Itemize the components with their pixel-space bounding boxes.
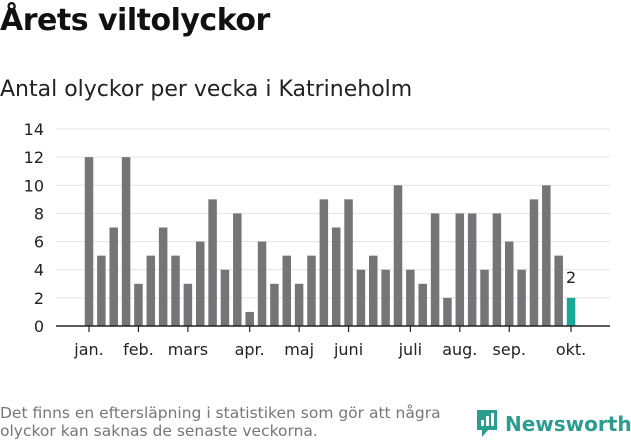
bar xyxy=(393,185,403,326)
bar xyxy=(344,199,353,326)
x-tick-label: juli xyxy=(398,340,422,359)
bar xyxy=(529,199,539,326)
bar xyxy=(356,269,366,326)
bar xyxy=(220,269,230,326)
bar xyxy=(270,283,279,326)
bar xyxy=(492,213,502,326)
bar xyxy=(84,157,94,326)
bar xyxy=(467,213,477,326)
bar xyxy=(307,255,316,326)
footnote: Det finns en eftersläpning i statistiken… xyxy=(0,404,441,440)
bar xyxy=(294,283,304,326)
bar xyxy=(134,283,143,326)
brand-name: Newsworthy xyxy=(505,412,631,436)
bars: 2 xyxy=(84,157,576,326)
bar xyxy=(455,213,465,326)
y-tick-label: 10 xyxy=(24,176,44,195)
bar xyxy=(109,227,118,326)
page-title: Årets viltolyckor xyxy=(0,3,270,38)
bar xyxy=(233,213,242,326)
bar xyxy=(554,255,563,326)
bar xyxy=(406,269,415,326)
bar xyxy=(319,199,329,326)
bar xyxy=(443,297,452,326)
y-tick-label: 2 xyxy=(34,289,44,308)
bar xyxy=(245,311,254,326)
bar-highlight xyxy=(566,297,576,326)
y-tick-label: 12 xyxy=(24,148,44,167)
x-tick-label: aug. xyxy=(442,340,477,359)
y-tick-label: 0 xyxy=(34,317,44,336)
bar xyxy=(282,255,292,326)
bar xyxy=(430,213,440,326)
bar xyxy=(369,255,378,326)
y-tick-label: 14 xyxy=(24,120,44,139)
bar xyxy=(418,283,427,326)
x-tick-label: feb. xyxy=(123,340,154,359)
x-tick-label: maj xyxy=(284,340,314,359)
bar xyxy=(542,185,551,326)
bar xyxy=(517,269,526,326)
bar xyxy=(208,199,217,326)
x-axis-ticks: jan. feb. mars apr. maj juni juli aug. sep. okt. xyxy=(73,326,586,359)
bar xyxy=(121,157,131,326)
x-tick-label: jan. xyxy=(73,340,103,359)
bar xyxy=(504,241,514,326)
bar xyxy=(480,269,489,326)
bar xyxy=(146,255,156,326)
y-axis-ticks: 0 2 4 6 8 10 12 14 xyxy=(24,120,44,336)
y-tick-label: 4 xyxy=(34,261,44,280)
x-tick-label: juni xyxy=(333,340,363,359)
x-tick-label: sep. xyxy=(493,340,526,359)
bar xyxy=(257,241,267,326)
bar-value-label: 2 xyxy=(566,268,576,287)
bar xyxy=(158,227,168,326)
bar xyxy=(381,269,390,326)
bar xyxy=(195,241,205,326)
bar xyxy=(183,283,193,326)
y-tick-label: 6 xyxy=(34,233,44,252)
chart-subtitle: Antal olyckor per vecka i Katrineholm xyxy=(0,77,413,102)
newsworthy-icon xyxy=(477,410,497,437)
y-tick-label: 8 xyxy=(34,204,44,223)
x-tick-label: okt. xyxy=(556,340,586,359)
bar-chart: 0 2 4 6 8 10 12 14 2 jan. feb. mars apr. maj juni jul… xyxy=(24,120,610,359)
x-tick-label: apr. xyxy=(235,340,265,359)
bar xyxy=(171,255,180,326)
bar xyxy=(97,255,106,326)
bar xyxy=(331,227,341,326)
brand-logo[interactable]: Newsworthy xyxy=(475,408,631,440)
x-tick-label: mars xyxy=(168,340,208,359)
